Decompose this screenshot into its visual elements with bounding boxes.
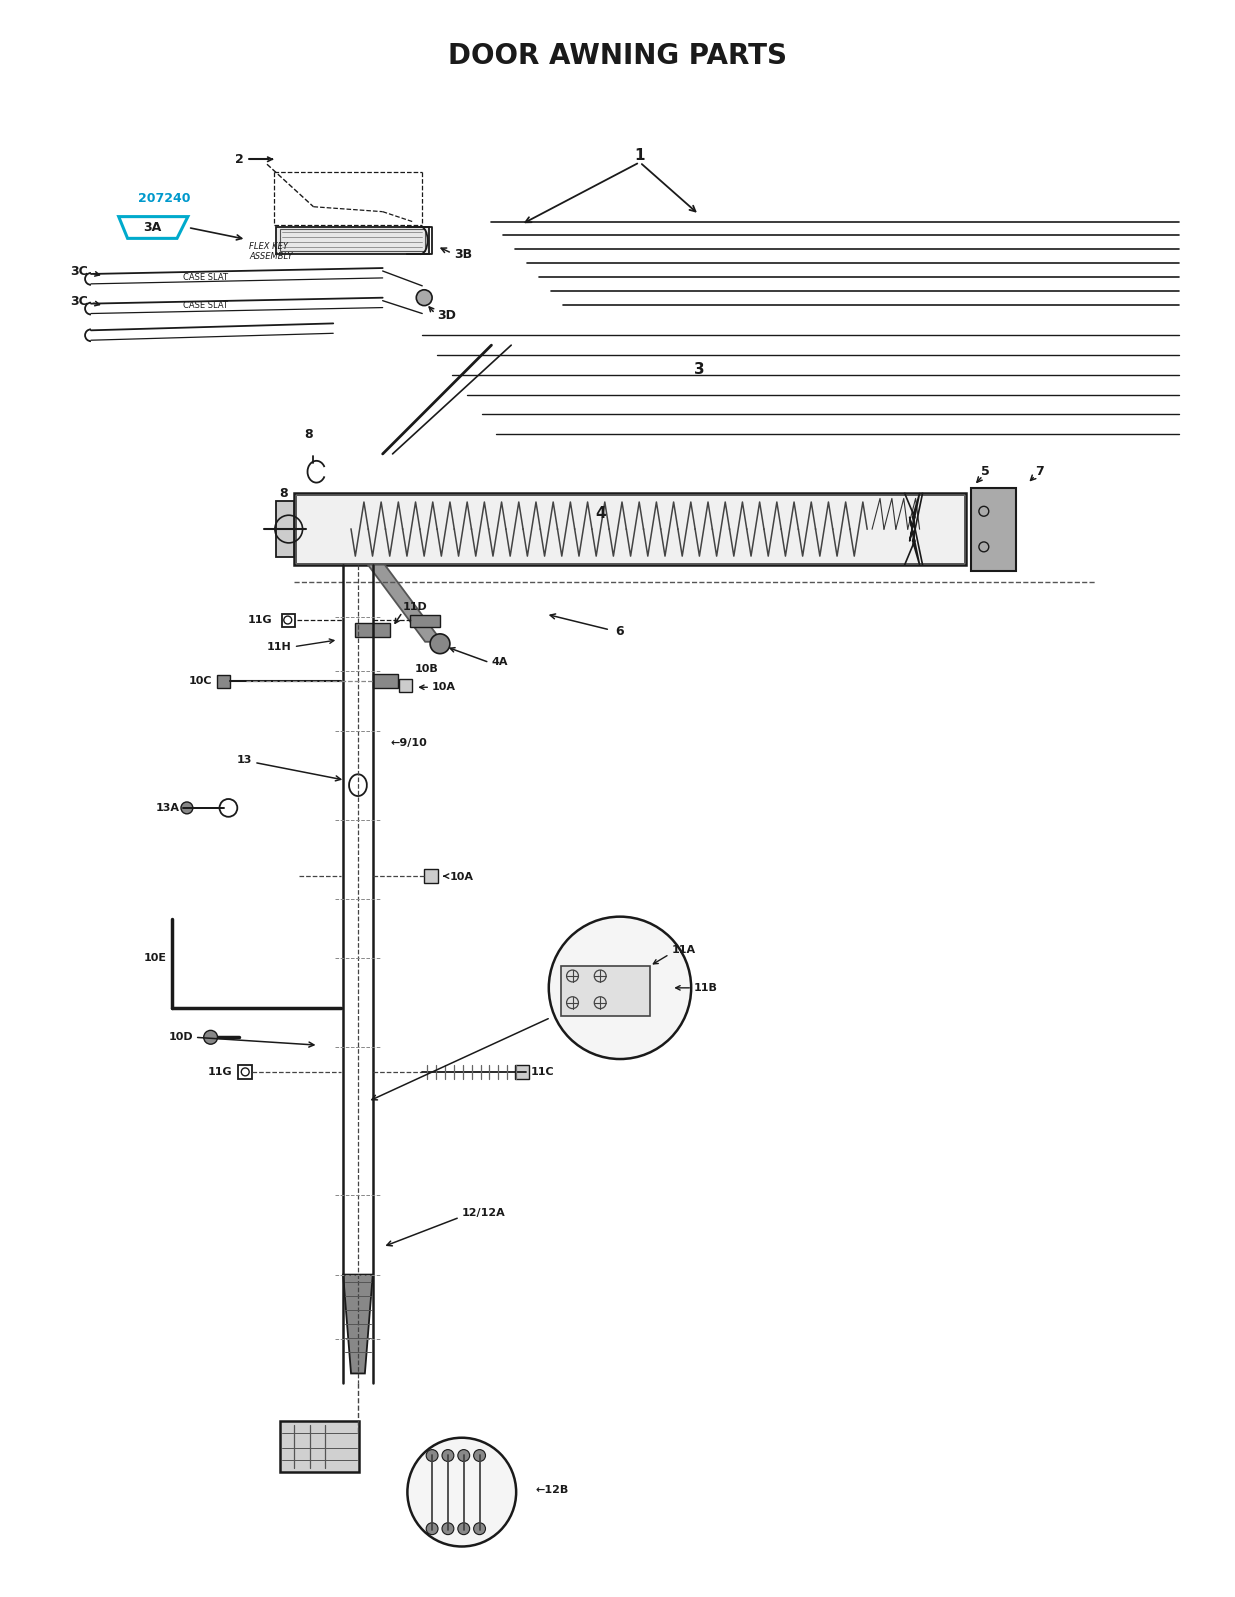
Circle shape [426, 1450, 438, 1461]
Text: 12/12A: 12/12A [462, 1209, 505, 1219]
Text: 1: 1 [635, 149, 645, 163]
Bar [399, 679, 412, 692]
Text: 11C: 11C [531, 1067, 555, 1076]
Circle shape [442, 1450, 453, 1461]
Circle shape [416, 289, 432, 305]
Circle shape [474, 1450, 485, 1461]
Circle shape [182, 802, 193, 814]
Text: ←9/10: ←9/10 [390, 738, 427, 747]
Text: 10C: 10C [189, 677, 212, 687]
Circle shape [430, 634, 450, 653]
Bar [561, 966, 650, 1016]
Text: 11G: 11G [207, 1067, 232, 1076]
Bar [410, 615, 440, 628]
Bar [275, 227, 429, 254]
Bar [424, 869, 438, 883]
Text: 3C: 3C [70, 265, 88, 278]
Bar [238, 1065, 252, 1080]
Circle shape [442, 1524, 453, 1535]
Text: 10B: 10B [414, 664, 438, 674]
Bar [294, 493, 966, 565]
Text: 11B: 11B [694, 982, 718, 993]
Text: 10A: 10A [432, 682, 456, 692]
Text: 6: 6 [616, 626, 624, 639]
Circle shape [458, 1450, 469, 1461]
Text: 4: 4 [595, 506, 605, 521]
Bar [280, 230, 425, 251]
Text: 3A: 3A [143, 220, 162, 235]
Text: 10A: 10A [450, 872, 474, 882]
Text: 207240: 207240 [138, 192, 191, 206]
Circle shape [474, 1524, 485, 1535]
Bar [354, 623, 389, 637]
Text: 3C: 3C [70, 295, 88, 308]
Bar [280, 1421, 359, 1472]
Polygon shape [368, 565, 442, 642]
Text: 11H: 11H [267, 642, 291, 652]
Text: 7: 7 [1035, 465, 1044, 478]
Text: 10D: 10D [168, 1032, 193, 1043]
Text: 8: 8 [279, 487, 288, 500]
Text: 8: 8 [304, 428, 312, 441]
Bar [295, 495, 965, 562]
Text: 4A: 4A [492, 656, 508, 666]
Circle shape [426, 1524, 438, 1535]
Text: 2: 2 [235, 153, 243, 166]
Text: 10E: 10E [144, 953, 167, 963]
Circle shape [204, 1030, 217, 1044]
Bar [373, 674, 398, 688]
Text: 3: 3 [694, 363, 704, 377]
Text: ←12B: ←12B [536, 1485, 569, 1495]
Text: DOOR AWNING PARTS: DOOR AWNING PARTS [447, 43, 787, 70]
Text: 11D: 11D [403, 602, 427, 612]
Bar [515, 1065, 529, 1080]
Bar [282, 615, 295, 628]
Text: 13: 13 [237, 755, 252, 765]
Circle shape [408, 1437, 516, 1546]
Text: 11A: 11A [672, 945, 695, 955]
Bar [275, 501, 294, 557]
Text: 5: 5 [981, 465, 989, 478]
Bar [216, 676, 231, 688]
Circle shape [458, 1524, 469, 1535]
Circle shape [548, 917, 692, 1059]
Bar [971, 487, 1016, 570]
Polygon shape [343, 1274, 373, 1373]
Text: 3D: 3D [437, 308, 456, 323]
Text: CASE SLAT: CASE SLAT [183, 273, 228, 283]
Text: 11G: 11G [247, 615, 272, 624]
Text: 13A: 13A [156, 803, 180, 813]
Text: CASE SLAT: CASE SLAT [183, 302, 228, 310]
Text: 3B: 3B [453, 248, 472, 260]
Text: FLEX KEY
ASSEMBLY: FLEX KEY ASSEMBLY [249, 241, 293, 260]
